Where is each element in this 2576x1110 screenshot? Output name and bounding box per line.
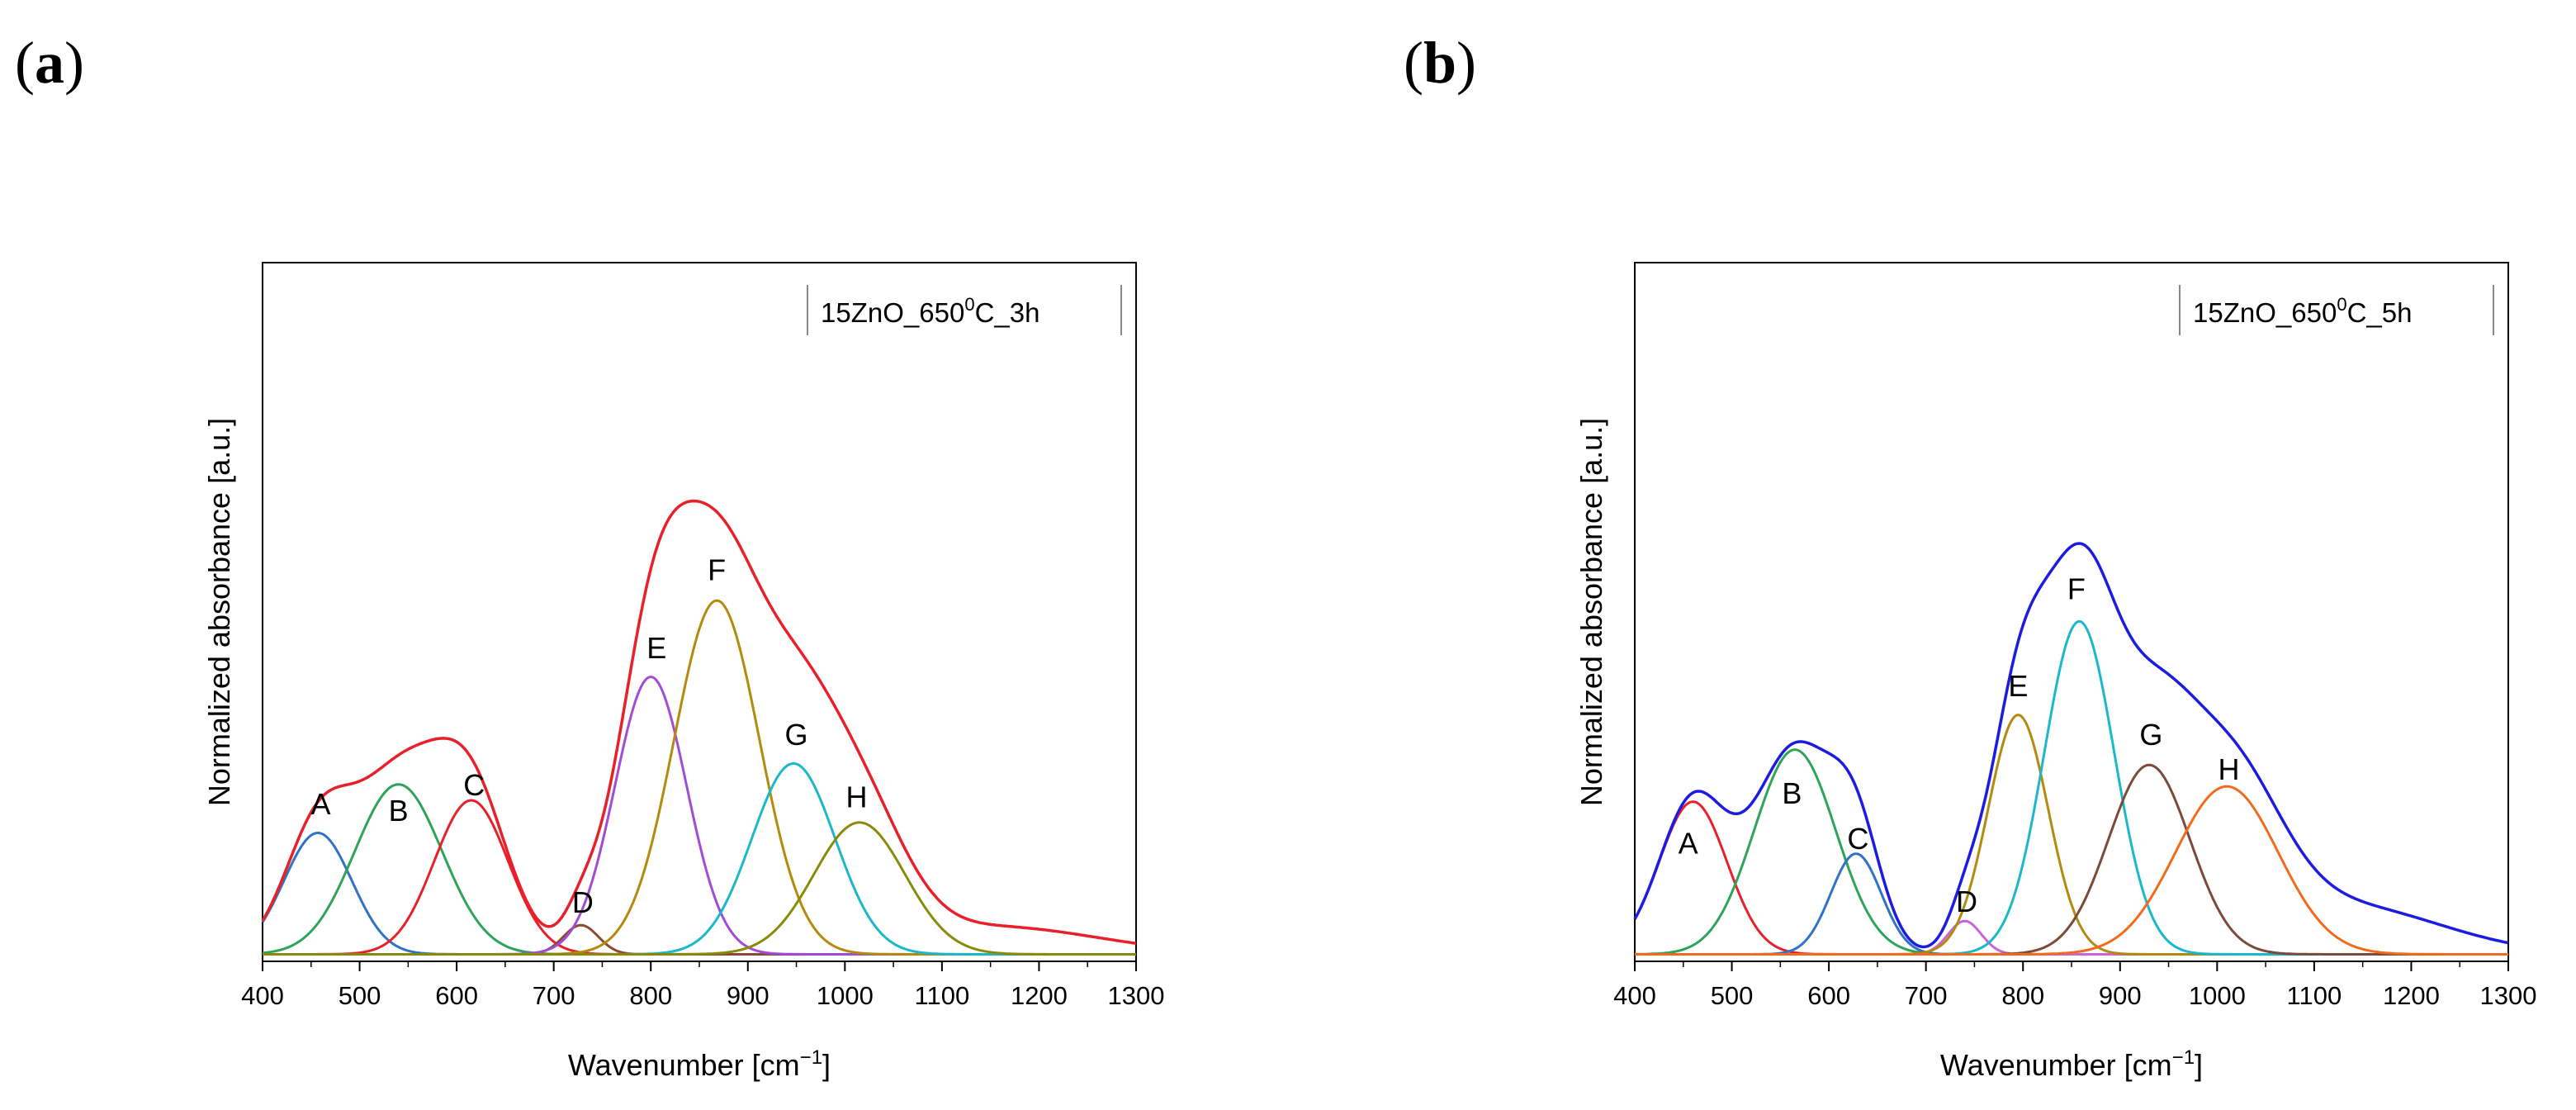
peak-label-f: F	[708, 553, 726, 587]
peak-curve-a	[1633, 800, 2508, 956]
peak-label-g: G	[785, 718, 808, 752]
peak-label-d: D	[1956, 885, 1977, 918]
x-tick-label: 1100	[915, 981, 970, 1010]
peak-curve-h	[1635, 785, 2508, 956]
x-axis-title: Wavenumber [cm−1]	[568, 1046, 831, 1082]
x-tick-label: 1300	[1108, 981, 1165, 1010]
x-axis-title: Wavenumber [cm−1]	[1940, 1046, 2203, 1082]
x-tick-label: 400	[241, 981, 284, 1010]
peak-label-a: A	[311, 787, 331, 821]
x-tick-label: 700	[533, 981, 575, 1010]
peak-label-a: A	[1679, 827, 1698, 861]
chart-panel-a: 400 500 600 700 800 900 1000 1100 1200 1300 A B C D E…	[202, 262, 1164, 1082]
legend-text-sup: 0	[964, 294, 974, 315]
legend: 15ZnO_6500C_3h	[807, 285, 1122, 335]
peak-label-b: B	[389, 794, 409, 828]
x-tick-label: 1200	[2383, 981, 2440, 1010]
x-axis-title-sup: −1	[800, 1046, 822, 1069]
peak-label-c: C	[463, 768, 485, 802]
x-tick-label: 500	[339, 981, 381, 1010]
legend: 15ZnO_6500C_5h	[2179, 285, 2494, 335]
legend-text-main: 15ZnO_650	[2193, 297, 2337, 328]
x-tick-label: 1100	[2287, 981, 2342, 1010]
x-tick-label: 1200	[1011, 981, 1068, 1010]
panel-a-letter-text: a	[35, 30, 64, 96]
plot-frame	[262, 262, 1137, 962]
envelope-curve	[1633, 542, 2509, 949]
legend-text-suffix: C_5h	[2347, 297, 2413, 328]
peak-curve-e	[1635, 714, 2508, 956]
legend-text-suffix: C_3h	[975, 297, 1040, 328]
peak-label-f: F	[2067, 572, 2086, 605]
x-axis-title-sup: −1	[2172, 1046, 2195, 1069]
legend-text-main: 15ZnO_650	[821, 297, 964, 328]
peak-curves	[261, 499, 1137, 956]
peak-label-c: C	[1847, 822, 1868, 856]
peak-label-g: G	[2139, 718, 2162, 752]
peak-curves	[1633, 542, 2509, 956]
peak-label-e: E	[2008, 669, 2028, 703]
y-axis-title: Normalized absorbance [a.u.]	[1574, 418, 1608, 806]
panel-b-letter-text: b	[1423, 30, 1456, 96]
x-tick-label: 400	[1613, 981, 1656, 1010]
x-axis-title-main: Wavenumber [cm	[1940, 1048, 2172, 1082]
x-axis-title-main: Wavenumber [cm	[568, 1048, 800, 1082]
legend-text: 15ZnO_6500C_5h	[2193, 294, 2412, 328]
peak-label-e: E	[646, 631, 666, 665]
panel-a-letter: (a)	[15, 30, 84, 96]
panel-b-letter: (b)	[1404, 30, 1476, 96]
peak-curve-h	[263, 821, 1136, 956]
envelope-curve	[261, 499, 1137, 945]
peak-labels: A B C D E F G H	[311, 553, 868, 919]
x-tick-label: 800	[629, 981, 672, 1010]
peak-label-d: D	[572, 885, 594, 919]
x-tick-label: 500	[1711, 981, 1754, 1010]
x-tick-label: 600	[435, 981, 478, 1010]
x-tick-label: 700	[1905, 981, 1948, 1010]
y-axis-title: Normalized absorbance [a.u.]	[202, 418, 236, 806]
peak-curve-f	[263, 599, 1136, 956]
x-axis-ticks: 400 500 600 700 800 900 1000 1100 1200 1300	[1613, 961, 2536, 1010]
peak-label-b: B	[1782, 776, 1802, 810]
peak-label-h: H	[2218, 752, 2239, 786]
x-axis-ticks: 400 500 600 700 800 900 1000 1100 1200 1300	[241, 961, 1164, 1010]
x-tick-label: 900	[2099, 981, 2142, 1010]
x-tick-label: 1000	[2189, 981, 2246, 1010]
chart-panel-b: 400 500 600 700 800 900 1000 1100 1200 1300 A B C D E…	[1574, 262, 2536, 1082]
x-axis-title-close: ]	[822, 1048, 831, 1082]
x-tick-label: 1000	[817, 981, 874, 1010]
x-tick-label: 1300	[2480, 981, 2537, 1010]
x-tick-label: 800	[2001, 981, 2044, 1010]
legend-text: 15ZnO_6500C_3h	[821, 294, 1039, 328]
legend-text-sup: 0	[2337, 294, 2346, 315]
x-axis-title-close: ]	[2195, 1048, 2203, 1082]
x-tick-label: 900	[727, 981, 769, 1010]
x-tick-label: 600	[1807, 981, 1850, 1010]
plot-frame	[1634, 262, 2509, 962]
peak-labels: A B C D E F G H	[1679, 572, 2240, 918]
peak-label-h: H	[845, 780, 867, 814]
